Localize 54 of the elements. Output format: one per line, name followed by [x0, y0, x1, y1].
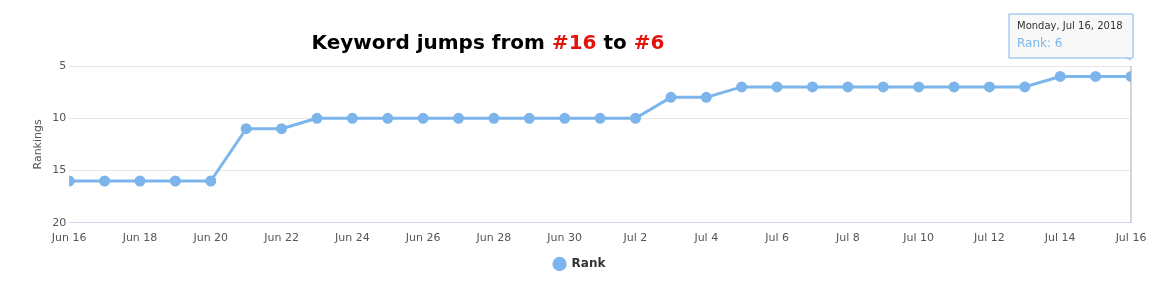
point [453, 112, 465, 124]
point [877, 81, 889, 93]
text: Rank: 6 [1017, 36, 1063, 51]
x-tick-label: Jun 18 [121, 231, 158, 245]
y-axis-title: Rankings [31, 119, 45, 170]
point [382, 112, 394, 124]
point [346, 112, 358, 124]
x-tick-label: Jul 2 [622, 231, 648, 245]
point [594, 112, 606, 124]
point [276, 123, 288, 135]
point [806, 81, 818, 93]
text: Monday, Jul 16, 2018 [1017, 19, 1123, 31]
point [842, 81, 854, 93]
point [240, 123, 252, 135]
point [1090, 70, 1102, 82]
point [771, 81, 783, 93]
point [205, 175, 217, 187]
x-tick-label: Jun 30 [546, 231, 583, 245]
x-tick-label: Jul 16 [1114, 231, 1147, 245]
x-tick-label: Jun 26 [404, 231, 441, 245]
point [1019, 81, 1031, 93]
point [983, 81, 995, 93]
x-tick-label: Jul 10 [902, 231, 935, 245]
point [700, 91, 712, 103]
point [1054, 70, 1066, 82]
point [523, 112, 535, 124]
x-tick-label: Jul 8 [834, 231, 860, 245]
x-tick-label: Jun 28 [475, 231, 512, 245]
chart-title: Keyword jumps from #16 to #6 [311, 30, 665, 54]
point [629, 112, 641, 124]
x-tick-label: Jun 16 [50, 231, 87, 245]
x-tick-label: Jul 4 [693, 231, 719, 245]
x-tick-label: Jul 14 [1043, 231, 1076, 245]
y-tick-label: 5 [59, 58, 67, 72]
point [948, 81, 960, 93]
point [559, 112, 571, 124]
x-tick-label: Jul 12 [973, 231, 1005, 245]
point [665, 91, 677, 103]
point [99, 175, 111, 187]
x-tick-label: Jun 20 [192, 231, 229, 245]
x-tick-label: Jul 6 [764, 231, 789, 245]
point [134, 175, 146, 187]
point [169, 175, 181, 187]
x-tick-label: Jun 24 [334, 231, 370, 245]
point [913, 81, 925, 93]
point [736, 81, 748, 93]
point [488, 112, 500, 124]
point [417, 112, 429, 124]
point [311, 112, 323, 124]
y-tick-label: 15 [52, 163, 67, 177]
y-tick-label: 10 [52, 111, 67, 125]
x-tick-label: Jun 22 [263, 231, 299, 245]
y-tick-label: 20 [52, 215, 67, 229]
legend-label: Rank [571, 256, 607, 271]
